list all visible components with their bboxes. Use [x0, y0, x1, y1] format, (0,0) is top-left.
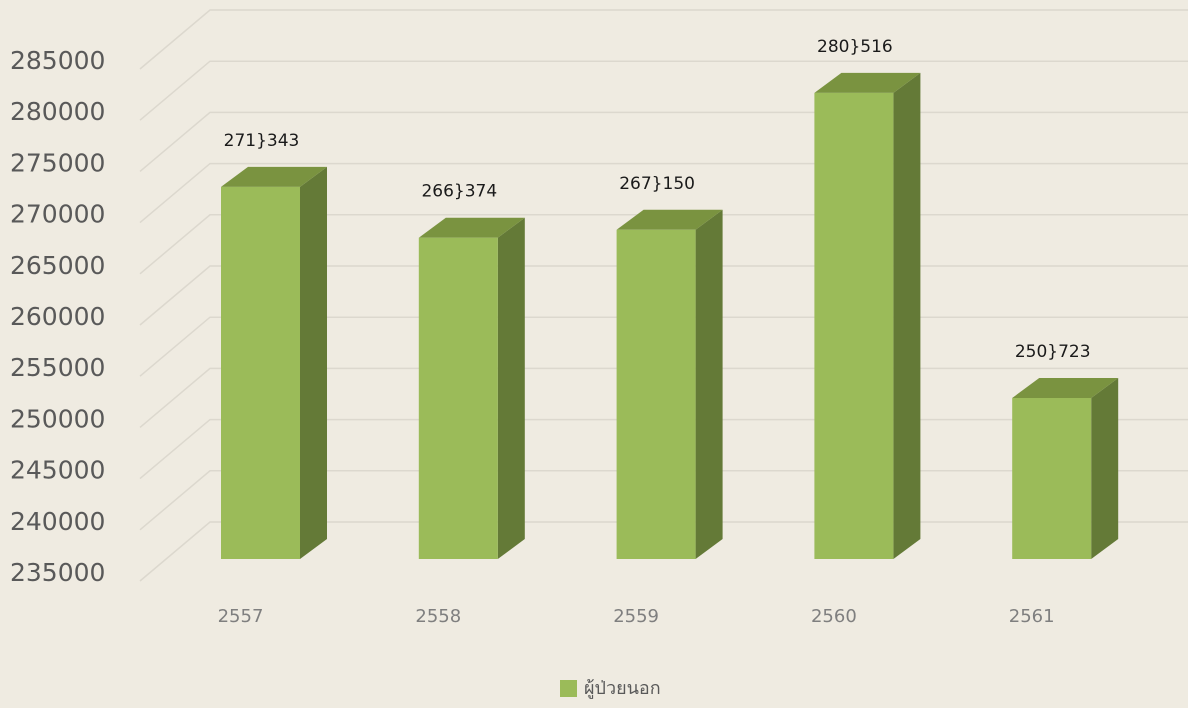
x-tick-label: 2560: [811, 606, 857, 627]
value-label: 267}150: [619, 174, 695, 194]
y-tick-label: 255000: [10, 353, 105, 382]
grid-line: [139, 60, 1188, 121]
bar-front: [814, 92, 894, 559]
y-tick-label: 245000: [10, 456, 105, 485]
x-tick-label: 2558: [415, 606, 461, 627]
bar-front: [616, 229, 696, 559]
y-tick-label: 235000: [10, 558, 105, 587]
bar-top: [616, 209, 723, 230]
bar: [1012, 377, 1119, 559]
grid-line: [139, 9, 1188, 70]
bar-front: [1012, 397, 1092, 559]
value-label: 266}374: [421, 182, 497, 202]
y-tick-label: 250000: [10, 404, 105, 433]
x-tick-label: 2561: [1009, 606, 1055, 627]
value-label: 250}723: [1015, 342, 1091, 362]
bar: [616, 209, 723, 559]
legend-label: ผู้ป่วยนอก: [584, 678, 661, 699]
bar-side: [893, 72, 921, 559]
bar-side: [497, 217, 525, 560]
y-tick-label: 240000: [10, 507, 105, 536]
bar-side: [695, 209, 723, 559]
bar-top: [1012, 377, 1119, 398]
bar-top: [418, 217, 525, 238]
y-tick-label: 260000: [10, 302, 105, 331]
bar: [814, 72, 921, 559]
bar-side: [300, 166, 327, 559]
bar-front: [418, 237, 498, 560]
y-tick-label: 285000: [10, 46, 105, 75]
value-label: 271}343: [224, 131, 300, 151]
y-tick-label: 280000: [10, 97, 105, 126]
bar-side: [1091, 377, 1119, 559]
bar-front: [221, 186, 300, 559]
y-tick-label: 270000: [10, 200, 105, 229]
bar: [418, 217, 525, 560]
y-tick-label: 265000: [10, 251, 105, 280]
bar-top: [814, 72, 921, 93]
x-tick-label: 2557: [218, 606, 264, 627]
bar-top: [221, 166, 327, 187]
x-tick-label: 2559: [613, 606, 659, 627]
bar: [221, 166, 327, 559]
y-tick-label: 275000: [10, 148, 105, 177]
legend-swatch: [560, 680, 577, 697]
value-label: 280}516: [817, 37, 893, 57]
